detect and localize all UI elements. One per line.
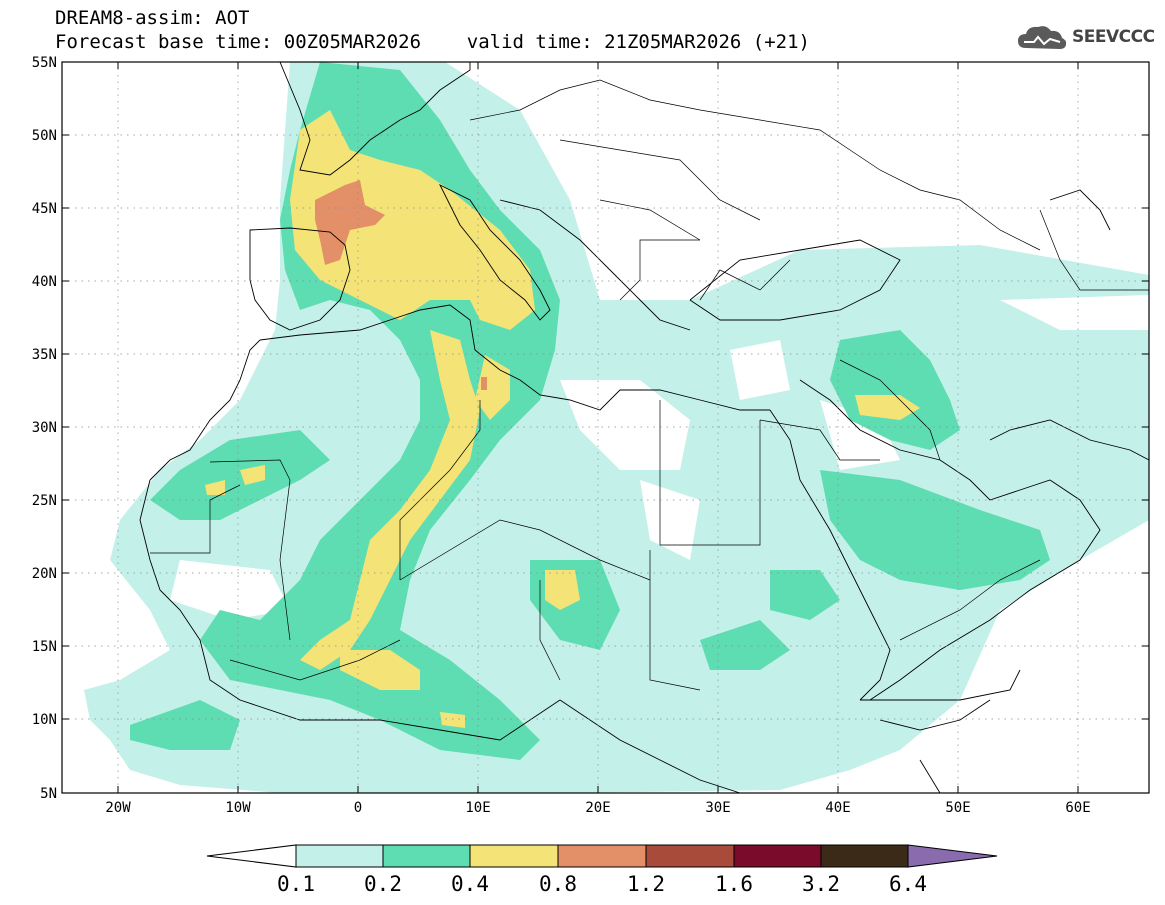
lon-label: 10W [225,800,251,816]
lat-label: 45N [32,201,57,217]
country-borders [150,79,1149,691]
colorbar-swatch [645,844,735,868]
map-title: DREAM8-assim: AOT [55,7,250,29]
lon-label: 40E [825,800,850,816]
colorbar-swatch [557,844,647,868]
colorbar-label: 0.8 [539,872,577,896]
lat-label: 25N [32,493,57,509]
colorbar-label: 0.4 [451,872,489,896]
lon-label: 20E [585,800,610,816]
colorbar-label: 6.4 [889,872,927,896]
aot-level-0-8 [315,180,487,390]
graticule [62,62,1149,793]
lat-label: 55N [32,55,57,71]
colorbar-swatch [469,844,559,868]
lon-label: 20W [105,800,131,816]
lat-label: 5N [40,786,57,802]
colorbar-swatch [733,844,822,868]
colorbar-over-triangle [907,844,998,868]
axis-ticks [62,61,1149,794]
lon-label: 0 [354,800,362,816]
seevccc-logo: SEEVCCC [1016,22,1155,52]
colorbar-label: 0.2 [364,872,402,896]
colorbar-label: 1.6 [715,872,753,896]
colorbar-label: 1.2 [627,872,665,896]
colorbar-label: 3.2 [802,872,840,896]
colorbar-swatch [820,844,909,868]
lon-label: 60E [1065,800,1090,816]
lat-label: 30N [32,420,57,436]
lon-label: 30E [705,800,730,816]
colorbar-under-triangle [206,844,297,868]
logo-text: SEEVCCC [1072,27,1155,47]
lat-label: 35N [32,347,57,363]
forecast-time-line: Forecast base time: 00Z05MAR2026 valid t… [55,31,810,53]
lat-label: 10N [32,712,57,728]
colorbar-labels: 0.1 0.2 0.4 0.8 1.2 1.6 3.2 6.4 [277,872,927,896]
lon-label: 10E [465,800,490,816]
longitude-labels: 20W 10W 0 10E 20E 30E 40E 50E 60E [105,800,1090,816]
lat-label: 40N [32,274,57,290]
colorbar-swatch [382,844,471,868]
aot-field [62,62,1149,793]
aot-below-0-1 [170,295,1149,620]
lat-label: 50N [32,128,57,144]
lon-label: 50E [945,800,970,816]
colorbar-swatch [295,844,384,868]
cloud-icon [1018,26,1067,49]
colorbar [206,844,998,868]
lat-label: 15N [32,639,57,655]
latitude-labels: 55N 50N 45N 40N 35N 30N 25N 20N 15N 10N … [32,55,57,802]
coastlines [139,62,1149,793]
lat-label: 20N [32,566,57,582]
colorbar-label: 0.1 [277,872,315,896]
